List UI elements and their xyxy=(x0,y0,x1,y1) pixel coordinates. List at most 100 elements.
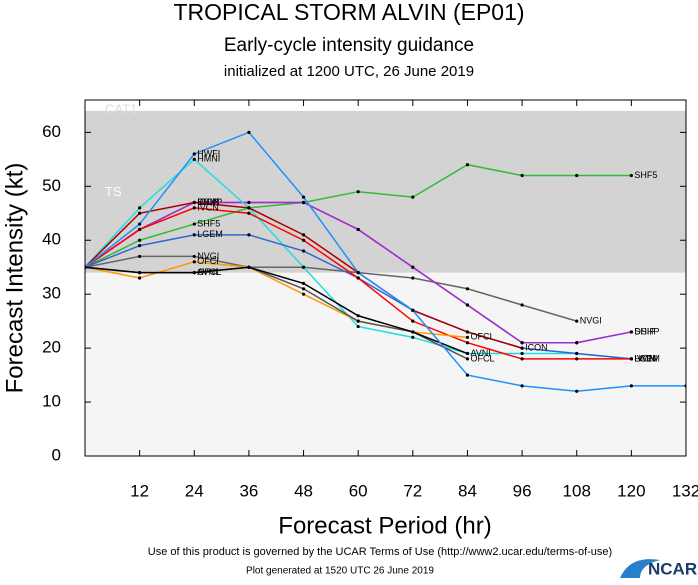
series-point xyxy=(629,330,633,334)
series-point xyxy=(356,190,360,194)
series-point xyxy=(520,384,524,388)
series-label: HWFI xyxy=(689,380,698,390)
series-point xyxy=(356,314,360,318)
series-label: IVCN xyxy=(634,353,656,363)
series-point xyxy=(629,357,633,361)
intensity-band xyxy=(85,110,686,273)
x-tick-label: 60 xyxy=(349,481,368,500)
generated: Plot generated at 1520 UTC 26 June 2019 xyxy=(246,566,434,577)
series-point xyxy=(465,163,470,167)
series-point xyxy=(411,265,415,269)
series-point xyxy=(356,324,360,329)
series-label: AVNI xyxy=(197,267,217,277)
y-tick-label: 0 xyxy=(52,445,61,464)
series-point xyxy=(411,276,415,280)
series-point xyxy=(356,276,360,280)
series-point xyxy=(411,319,415,323)
series-label: IVCN xyxy=(197,202,219,212)
series-point xyxy=(301,249,306,253)
series-point xyxy=(465,287,470,291)
series-label: LGEM xyxy=(634,353,660,363)
series-label: SHF5 xyxy=(634,170,657,180)
series-point xyxy=(465,341,470,345)
series-point xyxy=(138,211,142,215)
series-point xyxy=(629,173,633,178)
series-point xyxy=(138,244,142,248)
series-point xyxy=(192,200,196,205)
series-point xyxy=(192,152,196,156)
series-point xyxy=(465,351,470,356)
series-point xyxy=(138,206,142,210)
series-label: DSHP xyxy=(634,326,659,336)
series-label: HWFI xyxy=(197,148,220,158)
series-point xyxy=(629,384,633,388)
series-point xyxy=(356,319,360,323)
series-point xyxy=(520,341,524,345)
x-tick-label: 48 xyxy=(294,481,313,500)
y-tick-label: 60 xyxy=(42,122,61,141)
series-point xyxy=(575,389,579,393)
series-point xyxy=(465,335,470,339)
series-point xyxy=(138,254,142,259)
series-label: SHIP xyxy=(634,326,655,336)
init-time: initialized at 1200 UTC, 26 June 2019 xyxy=(224,63,474,80)
series-point xyxy=(138,271,142,275)
logo-shape xyxy=(620,559,660,578)
series-point xyxy=(301,287,306,291)
series-point xyxy=(247,200,251,205)
series-label: SHIP xyxy=(197,197,218,207)
series-label: ICON xyxy=(525,342,548,352)
plot-frame xyxy=(84,99,687,457)
series-label: NVGI xyxy=(580,316,602,326)
series-label: OFCI xyxy=(197,256,219,266)
x-tick-label: 36 xyxy=(239,481,258,500)
series-line xyxy=(85,131,686,393)
series-point xyxy=(192,260,196,264)
series-point xyxy=(465,357,470,361)
series-point xyxy=(575,341,579,345)
x-tick-label: 120 xyxy=(617,481,645,500)
series-point xyxy=(247,265,251,269)
series-point xyxy=(465,373,470,377)
chart-title: TROPICAL STORM ALVIN (EP01) xyxy=(173,0,524,25)
series-point xyxy=(301,265,306,269)
series-point xyxy=(247,211,251,215)
x-tick-label: 72 xyxy=(403,481,422,500)
series-point xyxy=(520,351,524,356)
series-line xyxy=(85,266,468,355)
series-point xyxy=(192,157,196,161)
series-point xyxy=(465,330,470,334)
x-tick-label: 84 xyxy=(458,481,477,500)
x-tick-label: 12 xyxy=(130,481,149,500)
y-tick-label: 20 xyxy=(42,338,61,357)
series-point xyxy=(138,276,142,280)
series-point xyxy=(575,319,579,323)
series-point xyxy=(138,222,142,226)
series-label: OFCI xyxy=(470,332,492,342)
series-point xyxy=(301,238,306,242)
series-point xyxy=(192,271,196,275)
y-tick-label: 40 xyxy=(42,230,61,249)
band-label: TS xyxy=(105,184,122,199)
series-point xyxy=(247,206,251,210)
plot-area: TSCAT1SHF5SHF5NVGINVGIDSHPDSHPSHIPSHIPHM… xyxy=(85,100,698,456)
series-point xyxy=(301,281,306,285)
series-point xyxy=(301,200,306,205)
series-point xyxy=(301,195,306,199)
series-point xyxy=(301,233,306,237)
series-point xyxy=(356,227,360,232)
series-point xyxy=(138,238,142,242)
series-label: LGEM xyxy=(197,229,223,239)
series-point xyxy=(192,206,196,210)
intensity-band xyxy=(85,100,686,111)
x-tick-label: 108 xyxy=(563,481,591,500)
series-point xyxy=(575,357,579,361)
series-point xyxy=(411,335,415,339)
series-point xyxy=(411,195,415,199)
y-tick-label: 30 xyxy=(42,284,61,303)
y-tick-label: 50 xyxy=(42,176,61,195)
x-tick-label: 24 xyxy=(185,481,204,500)
series-point xyxy=(192,222,196,226)
band-label: CAT1 xyxy=(105,101,137,116)
